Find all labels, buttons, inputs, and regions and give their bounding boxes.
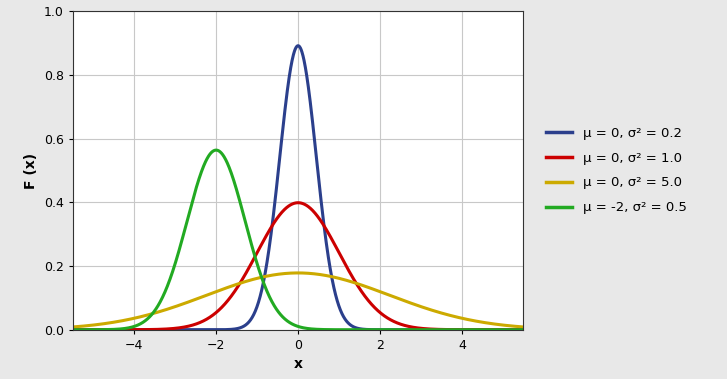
- μ = 0, σ² = 5.0: [28, 327, 36, 331]
- μ = 0, σ² = 0.2: [545, 327, 553, 332]
- μ = 0, σ² = 0.2: [560, 327, 569, 332]
- μ = -2, σ² = 0.5: [286, 321, 295, 326]
- Line: μ = 0, σ² = 1.0: μ = 0, σ² = 1.0: [32, 203, 564, 330]
- μ = -2, σ² = 0.5: [545, 327, 553, 332]
- μ = 0, σ² = 1.0: [545, 327, 553, 332]
- Line: μ = -2, σ² = 0.5: μ = -2, σ² = 0.5: [32, 150, 564, 330]
- μ = 0, σ² = 0.2: [28, 327, 36, 332]
- μ = 0, σ² = 5.0: [294, 271, 302, 275]
- X-axis label: x: x: [294, 357, 302, 371]
- μ = 0, σ² = 1.0: [447, 327, 456, 332]
- μ = -2, σ² = 0.5: [28, 327, 36, 332]
- μ = 0, σ² = 0.2: [55, 327, 63, 332]
- μ = -2, σ² = 0.5: [560, 327, 569, 332]
- μ = 0, σ² = 1.0: [294, 200, 302, 205]
- μ = 0, σ² = 0.2: [447, 327, 456, 332]
- μ = -2, σ² = 0.5: [55, 327, 63, 332]
- μ = 0, σ² = 1.0: [545, 327, 553, 332]
- Line: μ = 0, σ² = 0.2: μ = 0, σ² = 0.2: [32, 46, 564, 330]
- μ = -2, σ² = 0.5: [273, 307, 281, 312]
- μ = 0, σ² = 1.0: [286, 202, 295, 207]
- μ = 0, σ² = 1.0: [28, 327, 36, 332]
- μ = 0, σ² = 5.0: [545, 326, 553, 330]
- Legend: μ = 0, σ² = 0.2, μ = 0, σ² = 1.0, μ = 0, σ² = 5.0, μ = -2, σ² = 0.5: μ = 0, σ² = 0.2, μ = 0, σ² = 1.0, μ = 0,…: [539, 120, 693, 221]
- μ = 0, σ² = 1.0: [560, 327, 569, 332]
- μ = 0, σ² = 0.2: [286, 65, 295, 70]
- Line: μ = 0, σ² = 5.0: μ = 0, σ² = 5.0: [32, 273, 564, 329]
- μ = 0, σ² = 0.2: [272, 184, 281, 189]
- μ = 0, σ² = 0.2: [294, 44, 302, 48]
- μ = -2, σ² = 0.5: [545, 327, 553, 332]
- μ = -2, σ² = 0.5: [212, 148, 220, 152]
- μ = 0, σ² = 5.0: [286, 271, 295, 276]
- μ = 0, σ² = 5.0: [272, 272, 281, 277]
- μ = 0, σ² = 0.2: [545, 327, 553, 332]
- μ = 0, σ² = 5.0: [560, 327, 569, 331]
- μ = 0, σ² = 5.0: [55, 326, 63, 330]
- Y-axis label: F (x): F (x): [24, 152, 38, 189]
- μ = 0, σ² = 1.0: [55, 327, 63, 332]
- μ = 0, σ² = 5.0: [447, 313, 456, 318]
- μ = 0, σ² = 5.0: [545, 326, 553, 330]
- μ = 0, σ² = 1.0: [272, 217, 281, 221]
- μ = -2, σ² = 0.5: [447, 327, 456, 332]
